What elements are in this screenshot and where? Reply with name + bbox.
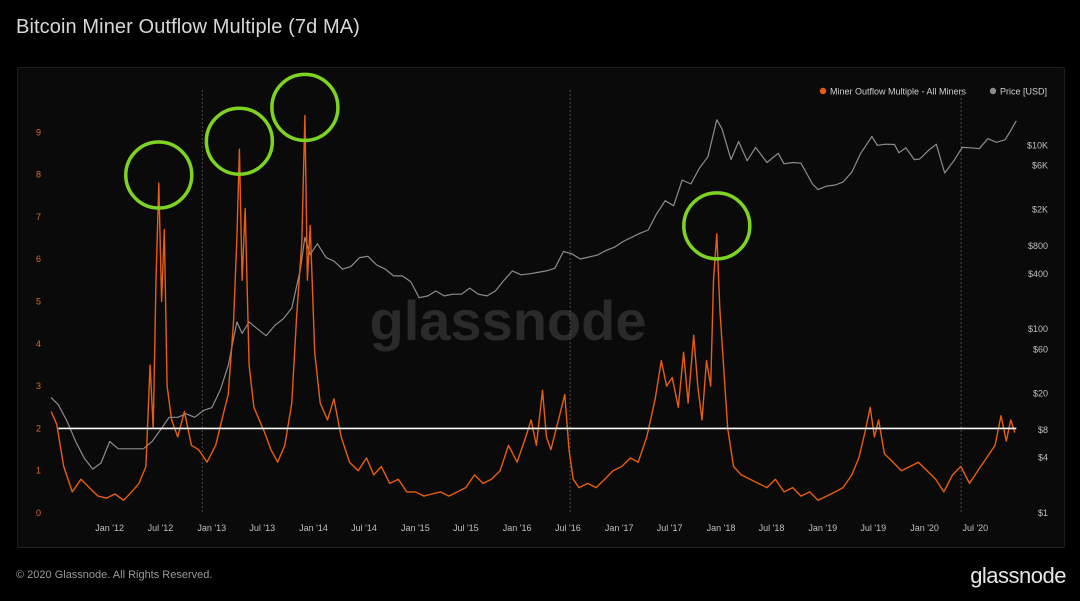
x-tick-label: Jul '13 xyxy=(249,523,275,533)
right-tick-label: $800 xyxy=(1028,241,1048,251)
right-tick-label: $400 xyxy=(1028,269,1048,279)
watermark: glassnode xyxy=(370,289,647,352)
multiple-layer xyxy=(50,114,1016,501)
left-tick-label: 5 xyxy=(36,297,41,307)
highlight-circle-3 xyxy=(682,191,752,261)
right-tick-label: $4 xyxy=(1038,453,1048,463)
chart-panel: glassnode 0 1 2 3 4 5 6 7 8 9 $1 $4 $8 $20 $60 $100 $40… xyxy=(17,67,1065,548)
highlight-circle-0 xyxy=(124,140,194,210)
x-tick-label: Jan '16 xyxy=(503,523,532,533)
brand-logo[interactable]: glassnode xyxy=(970,563,1066,588)
page-title: Bitcoin Miner Outflow Multiple (7d MA) xyxy=(16,16,360,38)
right-tick-label: $100 xyxy=(1028,324,1048,334)
multiple-line xyxy=(50,114,1016,501)
highlight-circle-2 xyxy=(270,72,340,143)
legend-swatch-price xyxy=(989,87,997,95)
left-axis: 0 1 2 3 4 5 6 7 8 9 xyxy=(36,127,41,518)
left-tick-label: 7 xyxy=(36,212,41,222)
halving-lines xyxy=(201,90,962,513)
x-tick-label: Jan '20 xyxy=(910,523,939,533)
right-tick-label: $6K xyxy=(1032,161,1048,171)
price-layer xyxy=(50,119,1017,470)
x-tick-label: Jul '16 xyxy=(555,523,581,533)
price-line xyxy=(50,119,1017,470)
x-tick-label: Jul '19 xyxy=(860,523,886,533)
right-tick-label: $8 xyxy=(1038,425,1048,435)
legend-label-multiple[interactable]: Miner Outflow Multiple - All Miners xyxy=(830,87,967,97)
x-tick-label: Jan '15 xyxy=(401,523,430,533)
x-axis: Jan '12 Jul '12 Jan '13 Jul '13 Jan '14 Jul '… xyxy=(95,523,988,533)
highlight-layer xyxy=(124,72,752,261)
left-tick-label: 0 xyxy=(36,508,41,518)
right-axis: $1 $4 $8 $20 $60 $100 $400 $800 $2K $6K $10K xyxy=(1027,140,1048,518)
x-tick-label: Jan '14 xyxy=(299,523,328,533)
x-tick-label: Jan '17 xyxy=(605,523,634,533)
left-tick-label: 8 xyxy=(36,170,41,180)
x-tick-label: Jul '15 xyxy=(453,523,479,533)
right-tick-label: $1 xyxy=(1038,508,1048,518)
x-tick-label: Jul '18 xyxy=(759,523,785,533)
x-tick-label: Jul '12 xyxy=(148,523,174,533)
x-tick-label: Jan '13 xyxy=(197,523,226,533)
x-tick-label: Jul '20 xyxy=(962,523,988,533)
left-tick-label: 2 xyxy=(36,423,41,433)
legend: Miner Outflow Multiple - All Miners Pric… xyxy=(819,87,1047,97)
right-tick-label: $60 xyxy=(1033,345,1048,355)
right-tick-label: $2K xyxy=(1032,205,1048,215)
x-tick-label: Jul '14 xyxy=(351,523,377,533)
copyright: © 2020 Glassnode. All Rights Reserved. xyxy=(16,569,213,581)
legend-swatch-multiple xyxy=(819,87,827,95)
chart: glassnode 0 1 2 3 4 5 6 7 8 9 $1 $4 $8 $20 $60 $100 $40… xyxy=(36,72,1048,533)
x-tick-label: Jan '12 xyxy=(95,523,124,533)
right-tick-label: $10K xyxy=(1027,140,1048,150)
left-tick-label: 4 xyxy=(36,339,41,349)
left-tick-label: 6 xyxy=(36,254,41,264)
highlight-circle-1 xyxy=(204,106,275,176)
legend-label-price[interactable]: Price [USD] xyxy=(1000,87,1047,97)
left-tick-label: 9 xyxy=(36,127,41,137)
x-tick-label: Jan '18 xyxy=(707,523,736,533)
left-tick-label: 1 xyxy=(36,466,41,476)
right-tick-label: $20 xyxy=(1033,388,1048,398)
left-tick-label: 3 xyxy=(36,381,41,391)
x-tick-label: Jan '19 xyxy=(808,523,837,533)
x-tick-label: Jul '17 xyxy=(657,523,683,533)
